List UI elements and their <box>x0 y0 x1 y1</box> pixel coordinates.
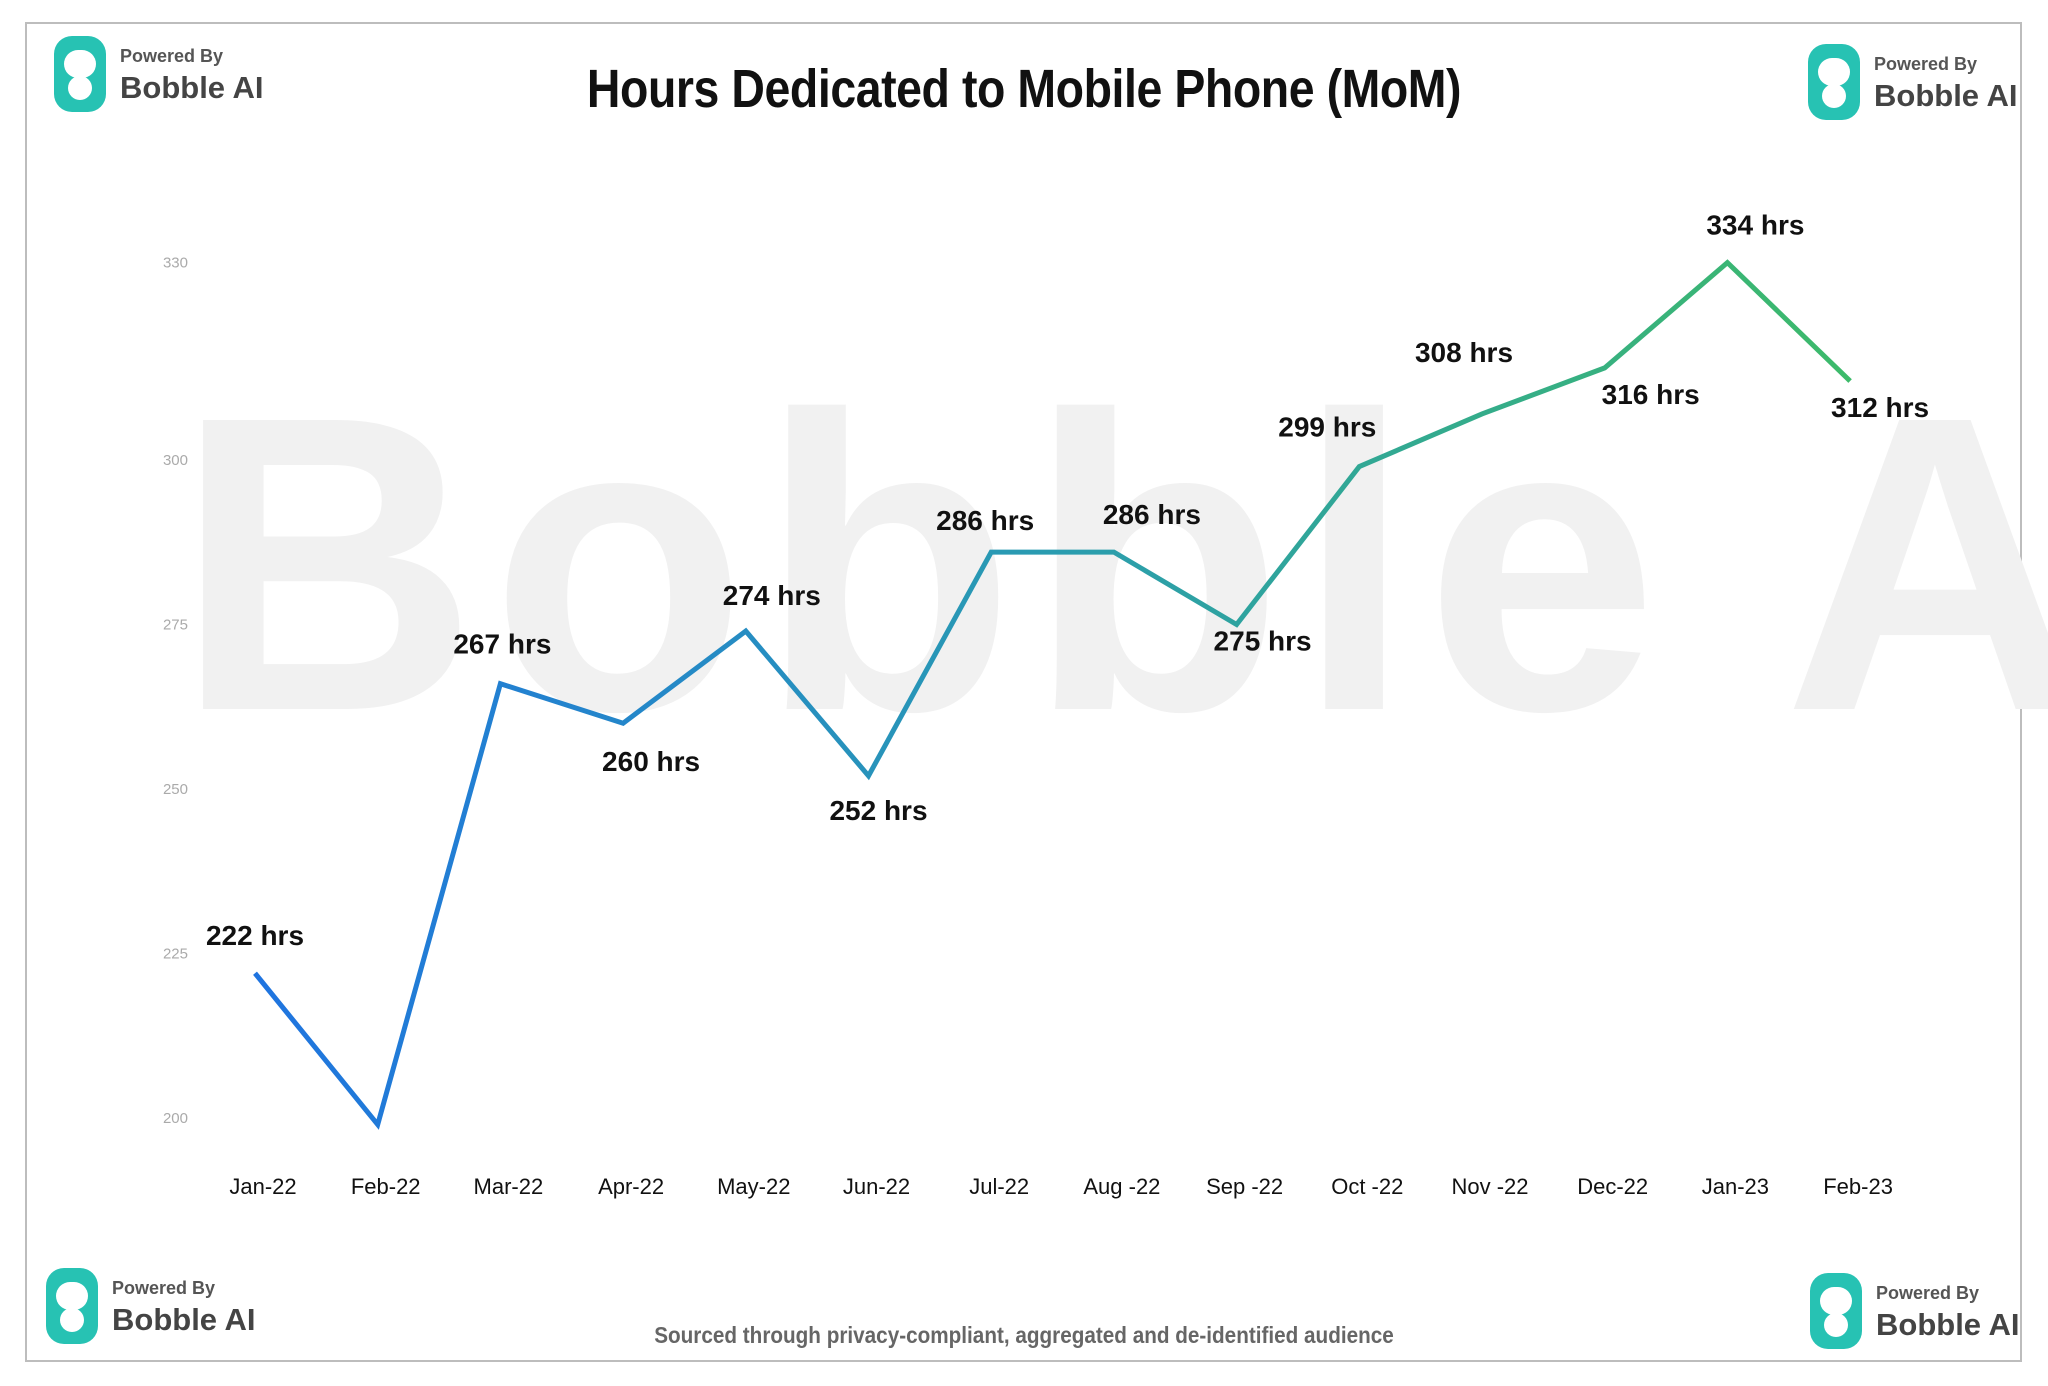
data-label: 222 hrs <box>206 920 304 951</box>
powered-by-label: Powered By <box>1876 1283 1980 1303</box>
x-tick-label: Jul-22 <box>969 1174 1029 1199</box>
watermark: Bobble AI <box>175 330 2048 799</box>
data-label: 275 hrs <box>1214 626 1312 657</box>
x-tick-label: Feb-22 <box>351 1174 421 1199</box>
brand-name: Bobble AI <box>1876 1307 2020 1342</box>
x-tick-label: Jan-22 <box>229 1174 296 1199</box>
bobble-logo-icon <box>1808 44 1860 120</box>
data-label: 316 hrs <box>1602 379 1700 410</box>
data-label: 308 hrs <box>1415 337 1513 368</box>
data-label: 312 hrs <box>1831 392 1929 423</box>
y-tick-label: 300 <box>163 452 188 469</box>
source-note: Sourced through privacy-compliant, aggre… <box>654 1322 1394 1348</box>
x-tick-label: Oct -22 <box>1331 1174 1403 1199</box>
powered-by-label: Powered By <box>1874 54 1978 74</box>
chart-frame <box>25 22 2022 1362</box>
data-label: 299 hrs <box>1278 412 1376 443</box>
powered-by-label: Powered By <box>112 1278 216 1298</box>
x-tick-label: Apr-22 <box>598 1174 664 1199</box>
data-label: 252 hrs <box>829 795 927 826</box>
brand-name: Bobble AI <box>1874 78 2018 113</box>
y-tick-label: 330 <box>163 255 188 272</box>
data-label: 274 hrs <box>723 580 821 611</box>
powered-by-label: Powered By <box>120 46 224 66</box>
brand-name: Bobble AI <box>112 1302 256 1337</box>
data-label: 286 hrs <box>936 505 1034 536</box>
bobble-logo-icon <box>46 1268 98 1344</box>
data-label: 286 hrs <box>1103 499 1201 530</box>
x-tick-label: Jan-23 <box>1702 1174 1769 1199</box>
x-tick-label: Mar-22 <box>474 1174 544 1199</box>
y-tick-label: 225 <box>163 946 188 963</box>
x-tick-label: Feb-23 <box>1823 1174 1893 1199</box>
chart-title: Hours Dedicated to Mobile Phone (MoM) <box>586 59 1462 119</box>
data-label: 267 hrs <box>453 629 551 660</box>
bobble-logo-icon <box>1810 1273 1862 1349</box>
logo-top-left: Powered By Bobble AI <box>54 36 264 116</box>
data-label: 260 hrs <box>602 746 700 777</box>
y-tick-label: 250 <box>163 781 188 798</box>
x-tick-label: Aug -22 <box>1083 1174 1160 1199</box>
data-label: 334 hrs <box>1706 210 1804 241</box>
logo-bottom-right: Powered By Bobble AI <box>1810 1273 2020 1353</box>
logo-bottom-left: Powered By Bobble AI <box>46 1268 256 1348</box>
x-tick-label: Sep -22 <box>1206 1174 1283 1199</box>
x-tick-label: Dec-22 <box>1577 1174 1648 1199</box>
series-line <box>253 259 1852 1130</box>
x-tick-label: May-22 <box>717 1174 790 1199</box>
y-tick-label: 200 <box>163 1110 188 1127</box>
y-tick-label: 275 <box>163 617 188 634</box>
x-tick-label: Nov -22 <box>1451 1174 1528 1199</box>
bobble-logo-icon <box>54 36 106 112</box>
logo-top-right: Powered By Bobble AI <box>1808 44 2018 124</box>
x-tick-label: Jun-22 <box>843 1174 910 1199</box>
brand-name: Bobble AI <box>120 70 264 105</box>
